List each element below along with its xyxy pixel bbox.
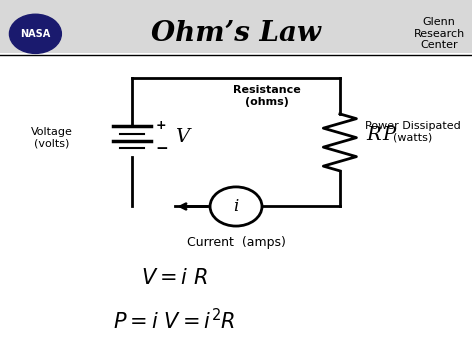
Text: +: + [156, 119, 166, 132]
Text: R: R [366, 126, 381, 144]
Circle shape [210, 187, 262, 226]
Text: $P = i\ V = i^{2}R$: $P = i\ V = i^{2}R$ [113, 308, 236, 333]
Text: −: − [156, 141, 169, 156]
Text: Voltage
(volts): Voltage (volts) [31, 127, 73, 148]
Text: Power Dissipated
(watts): Power Dissipated (watts) [365, 121, 461, 142]
Text: NASA: NASA [20, 29, 51, 39]
Text: P: P [383, 126, 395, 144]
Text: Ohm’s Law: Ohm’s Law [151, 20, 321, 47]
Text: Current  (amps): Current (amps) [187, 236, 285, 248]
Circle shape [9, 14, 61, 53]
Text: Resistance
(ohms): Resistance (ohms) [233, 85, 301, 107]
Text: $V = i\ R$: $V = i\ R$ [141, 268, 208, 288]
Text: Glenn
Research
Center: Glenn Research Center [413, 17, 465, 51]
Text: V: V [174, 129, 189, 146]
Text: i: i [233, 198, 239, 215]
FancyBboxPatch shape [0, 0, 472, 53]
